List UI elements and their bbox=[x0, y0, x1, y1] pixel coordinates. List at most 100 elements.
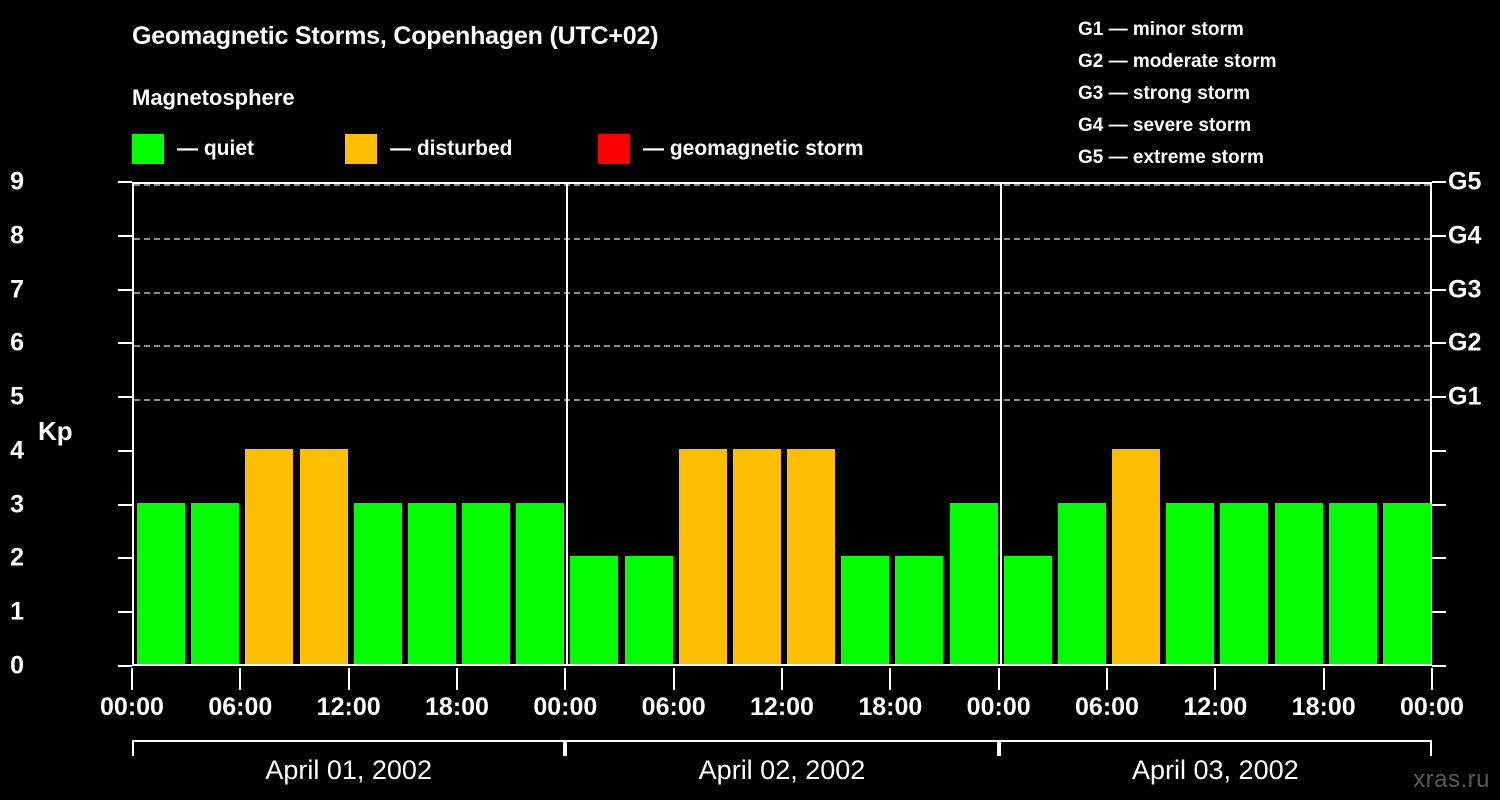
plot-area bbox=[132, 182, 1432, 666]
y-tick-label-5: 5 bbox=[10, 382, 24, 411]
x-tick-mark-7 bbox=[889, 668, 892, 690]
legend-entry-geomagnetic-storm: — geomagnetic storm bbox=[598, 134, 864, 164]
y-tick-label-6: 6 bbox=[10, 328, 24, 357]
x-tick-mark-6 bbox=[781, 668, 783, 690]
bar[interactable] bbox=[516, 502, 565, 664]
g-tick-mark-G2 bbox=[1432, 342, 1446, 345]
x-tick-label-4: 00:00 bbox=[533, 693, 598, 721]
bar[interactable] bbox=[462, 502, 511, 664]
g-tick-mark-G3 bbox=[1432, 288, 1446, 291]
legend-label-quiet: — quiet bbox=[177, 137, 254, 160]
y-tick-mark-6 bbox=[118, 342, 132, 345]
x-tick-mark-11 bbox=[1322, 668, 1325, 690]
y-tick-label-0: 0 bbox=[10, 651, 24, 680]
x-tick-mark-12 bbox=[1431, 668, 1433, 690]
legend-entry-disturbed: — disturbed bbox=[345, 134, 513, 164]
day-label-1: April 01, 2002 bbox=[265, 755, 432, 785]
gridline-kp-9 bbox=[134, 184, 1430, 186]
g-scale-row-4: G4 — severe storm bbox=[1078, 115, 1252, 136]
gridline-kp-7 bbox=[134, 291, 1430, 294]
g-minor-tick-1 bbox=[1432, 611, 1446, 614]
x-tick-label-3: 18:00 bbox=[425, 693, 489, 721]
bar[interactable] bbox=[1112, 448, 1161, 664]
bar[interactable] bbox=[299, 448, 348, 664]
y-tick-mark-8 bbox=[118, 234, 132, 237]
x-tick-mark-10 bbox=[1214, 668, 1217, 690]
bar[interactable] bbox=[1328, 502, 1377, 664]
y-tick-mark-0 bbox=[118, 665, 132, 667]
bar[interactable] bbox=[678, 448, 727, 664]
bar[interactable] bbox=[353, 502, 402, 664]
bar[interactable] bbox=[1057, 502, 1106, 664]
legend-swatch-disturbed-icon bbox=[345, 134, 377, 164]
y-tick-mark-9 bbox=[118, 181, 132, 183]
bar[interactable] bbox=[191, 502, 240, 664]
y-tick-label-7: 7 bbox=[10, 275, 24, 304]
g-minor-tick-0 bbox=[1432, 665, 1446, 667]
bar[interactable] bbox=[1382, 502, 1431, 664]
y-tick-label-3: 3 bbox=[10, 490, 24, 519]
series-heading: Magnetosphere bbox=[132, 85, 295, 110]
g-tick-mark-G1 bbox=[1432, 396, 1446, 399]
page-title: Geomagnetic Storms, Copenhagen (UTC+02) bbox=[132, 22, 659, 50]
bar[interactable] bbox=[732, 448, 781, 664]
x-tick-label-11: 18:00 bbox=[1291, 693, 1356, 721]
y-tick-label-4: 4 bbox=[10, 436, 24, 465]
bar[interactable] bbox=[137, 502, 186, 664]
legend-label-disturbed: — disturbed bbox=[390, 137, 513, 160]
plot-inner bbox=[134, 184, 1431, 664]
g-scale-row-1: G1 — minor storm bbox=[1078, 19, 1244, 40]
x-tick-mark-3 bbox=[456, 668, 458, 690]
watermark: xras.ru bbox=[1413, 766, 1490, 793]
y-tick-mark-2 bbox=[118, 557, 132, 560]
day-bracket-1 bbox=[132, 740, 566, 756]
bar[interactable] bbox=[787, 448, 836, 664]
x-tick-label-10: 12:00 bbox=[1183, 693, 1248, 721]
x-tick-label-7: 18:00 bbox=[858, 693, 923, 721]
x-tick-label-9: 06:00 bbox=[1075, 693, 1139, 721]
x-tick-label-8: 00:00 bbox=[966, 693, 1031, 721]
bar[interactable] bbox=[1220, 502, 1269, 664]
x-tick-label-2: 12:00 bbox=[316, 693, 381, 721]
bar[interactable] bbox=[1274, 502, 1323, 664]
bar[interactable] bbox=[1166, 502, 1215, 664]
y-axis-title: Kp bbox=[38, 416, 73, 446]
g-tick-label-G1: G1 bbox=[1448, 382, 1482, 411]
x-tick-label-12: 00:00 bbox=[1400, 693, 1464, 721]
bar[interactable] bbox=[245, 448, 294, 664]
day-label-3: April 03, 2002 bbox=[1132, 755, 1299, 785]
g-minor-tick-2 bbox=[1432, 557, 1446, 560]
x-tick-label-5: 06:00 bbox=[641, 693, 706, 721]
x-tick-mark-4 bbox=[564, 668, 567, 690]
day-label-2: April 02, 2002 bbox=[698, 755, 866, 785]
x-tick-label-6: 12:00 bbox=[750, 693, 814, 721]
g-tick-label-G4: G4 bbox=[1448, 221, 1482, 250]
g-tick-label-G5: G5 bbox=[1448, 167, 1482, 196]
x-tick-mark-1 bbox=[239, 668, 242, 690]
day-bracket-2 bbox=[565, 740, 999, 756]
y-tick-label-1: 1 bbox=[10, 597, 24, 626]
g-minor-tick-4 bbox=[1432, 449, 1446, 452]
gridline-kp-8 bbox=[134, 237, 1430, 240]
g-minor-tick-3 bbox=[1432, 503, 1446, 506]
y-tick-mark-7 bbox=[118, 288, 132, 291]
legend-swatch-geomagnetic-storm-icon bbox=[598, 134, 630, 164]
y-tick-label-9: 9 bbox=[10, 167, 24, 196]
legend-label-geomagnetic-storm: — geomagnetic storm bbox=[643, 137, 864, 160]
g-scale-row-3: G3 — strong storm bbox=[1078, 83, 1251, 104]
legend-swatch-quiet-icon bbox=[132, 134, 164, 164]
g-scale-row-5: G5 — extreme storm bbox=[1078, 147, 1264, 168]
x-tick-mark-0 bbox=[131, 668, 133, 690]
bar[interactable] bbox=[1003, 556, 1052, 664]
g-scale-row-2: G2 — moderate storm bbox=[1078, 51, 1277, 72]
legend-entry-quiet: — quiet bbox=[132, 134, 254, 164]
bar[interactable] bbox=[624, 556, 673, 664]
x-tick-mark-2 bbox=[347, 668, 350, 690]
g-tick-mark-G4 bbox=[1432, 234, 1446, 237]
bar[interactable] bbox=[407, 502, 456, 664]
bar[interactable] bbox=[570, 556, 619, 664]
bar[interactable] bbox=[949, 502, 998, 664]
day-bracket-3 bbox=[998, 740, 1432, 756]
bar[interactable] bbox=[841, 556, 890, 664]
bar[interactable] bbox=[895, 556, 944, 664]
